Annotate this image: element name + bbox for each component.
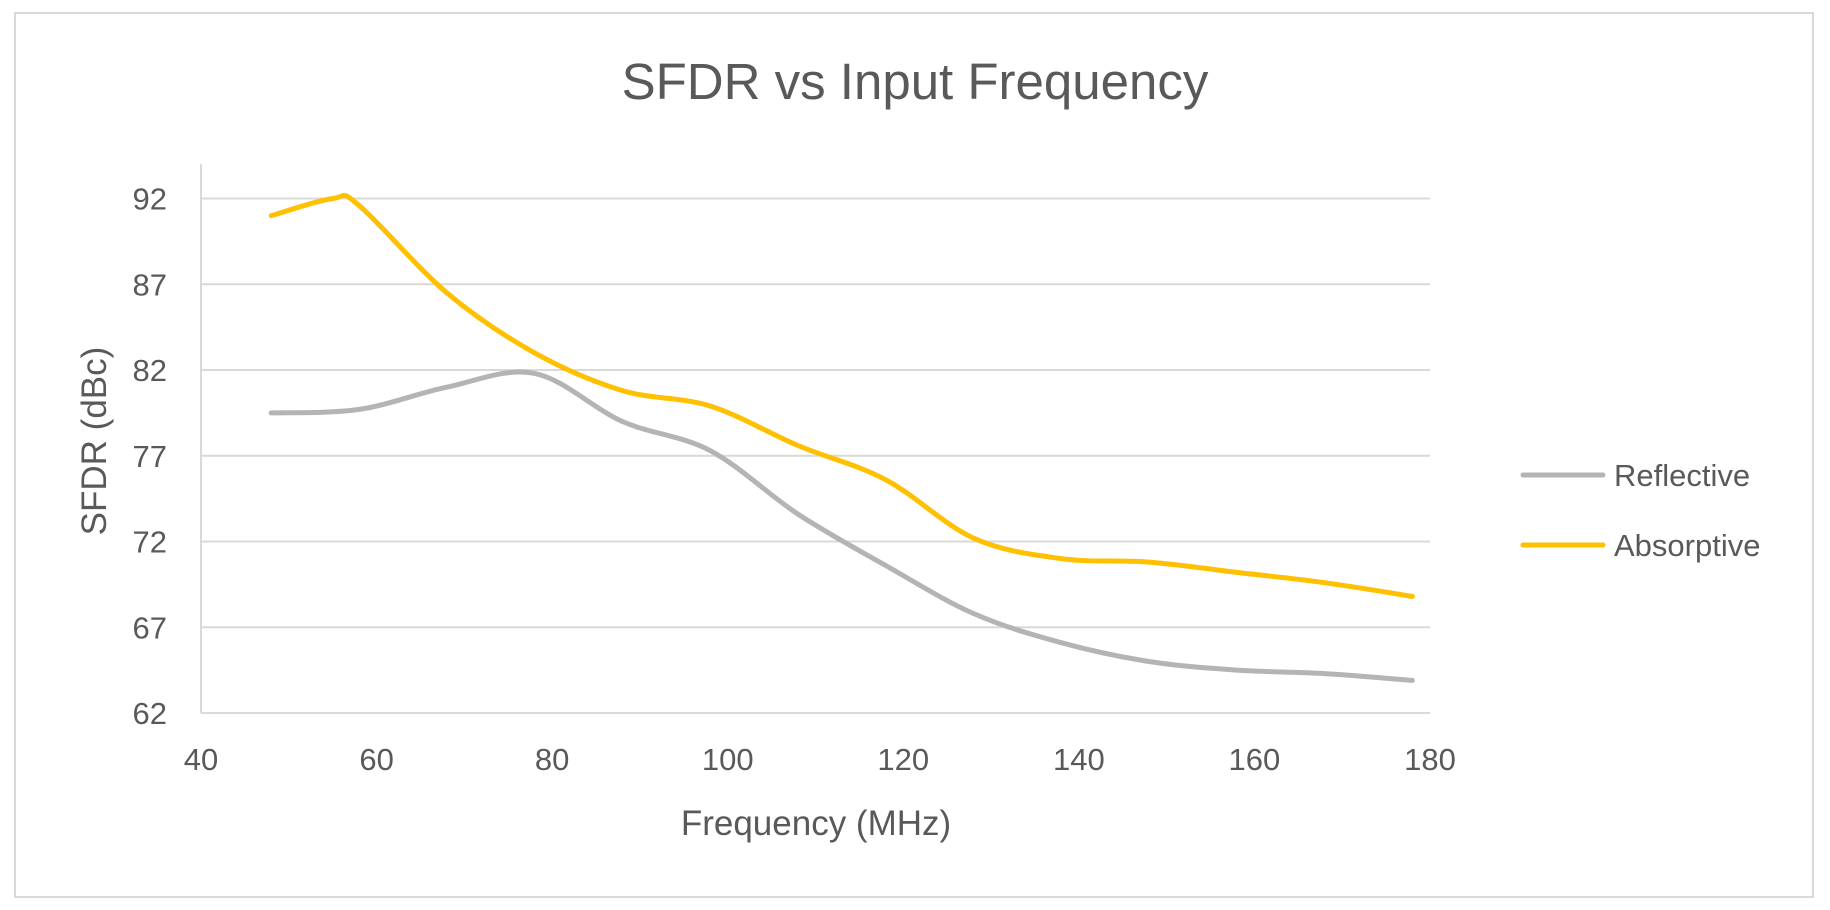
chart-title: SFDR vs Input Frequency xyxy=(622,53,1209,110)
x-tick-label: 160 xyxy=(1229,742,1281,777)
legend: Reflective Absorptive xyxy=(1520,458,1760,563)
x-tick-label: 60 xyxy=(359,742,393,777)
x-tick-labels: 40 60 80 100 120 140 160 180 xyxy=(184,742,1456,777)
x-tick-label: 80 xyxy=(535,742,569,777)
x-tick-label: 140 xyxy=(1053,742,1105,777)
series-line-absorptive xyxy=(268,192,1415,599)
legend-item-reflective: Reflective xyxy=(1520,458,1750,493)
y-tick-label: 67 xyxy=(133,610,167,645)
series-line-reflective xyxy=(268,369,1415,683)
y-tick-label: 62 xyxy=(133,696,167,731)
x-tick-label: 120 xyxy=(877,742,929,777)
y-axis-label: SFDR (dBc) xyxy=(75,347,114,536)
legend-label: Absorptive xyxy=(1614,528,1760,563)
x-tick-label: 180 xyxy=(1404,742,1456,777)
y-tick-label: 72 xyxy=(133,525,167,560)
gridlines xyxy=(201,197,1430,629)
x-tick-label: 40 xyxy=(184,742,218,777)
x-axis-label: Frequency (MHz) xyxy=(681,804,951,843)
y-tick-labels: 62 67 72 77 82 87 92 xyxy=(133,182,167,732)
x-tick-label: 100 xyxy=(702,742,754,777)
legend-label: Reflective xyxy=(1614,458,1750,493)
y-tick-label: 87 xyxy=(133,267,167,302)
series-lines xyxy=(268,192,1415,683)
y-tick-label: 92 xyxy=(133,182,167,217)
legend-item-absorptive: Absorptive xyxy=(1520,528,1760,563)
y-tick-label: 82 xyxy=(133,353,167,388)
y-tick-label: 77 xyxy=(133,439,167,474)
